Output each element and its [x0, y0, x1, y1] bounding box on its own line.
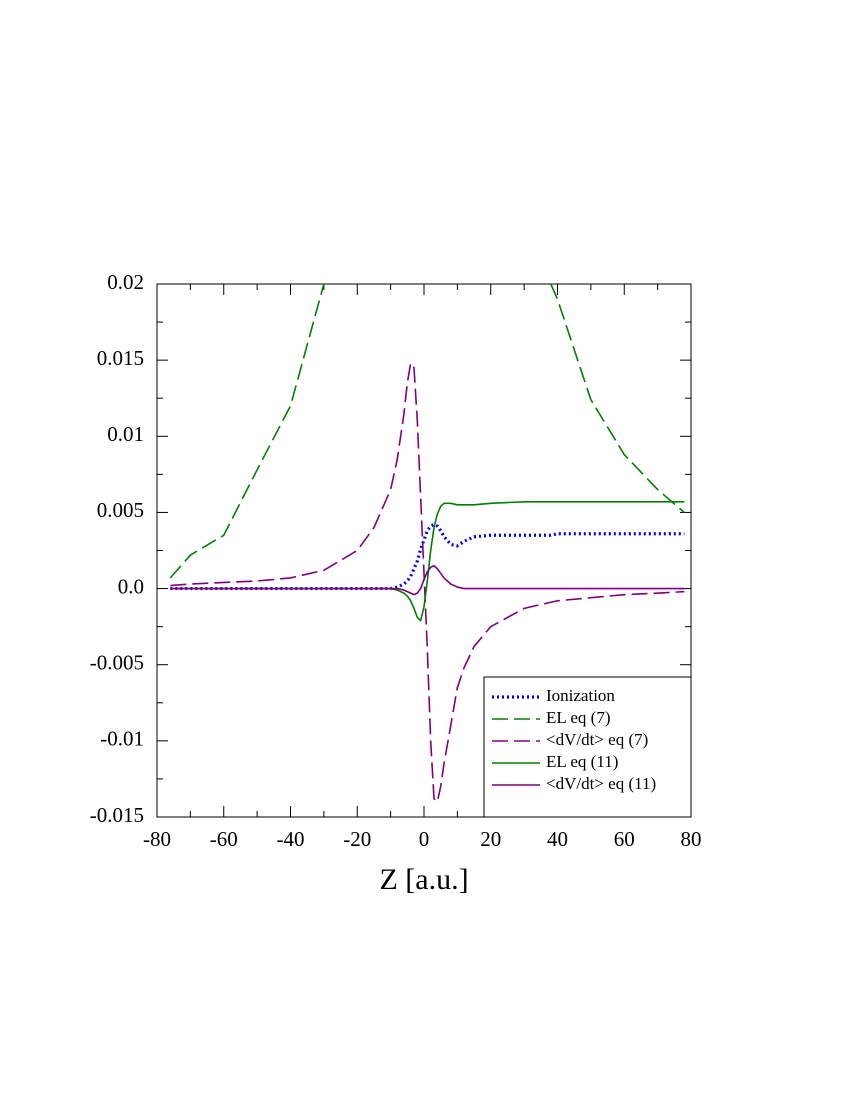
- legend-label: <dV/dt> eq (7): [546, 730, 648, 749]
- x-tick-label: -40: [277, 827, 305, 851]
- series-line: [169, 284, 685, 579]
- plot-area: [169, 284, 685, 803]
- legend-label: EL eq (11): [546, 752, 618, 771]
- plot-frame: [156, 283, 692, 818]
- x-tick-label: 40: [547, 827, 568, 851]
- x-axis-label: Z [a.u.]: [379, 863, 468, 896]
- y-tick-label: -0.01: [100, 727, 144, 751]
- y-tick-label: 0.0: [118, 574, 144, 598]
- series-line: [170, 500, 685, 622]
- x-tick-label: -20: [343, 827, 371, 851]
- y-tick-label: 0.015: [97, 346, 144, 370]
- y-tick-label: 0.02: [107, 270, 144, 294]
- series-line: [170, 362, 685, 803]
- x-tick-label: -80: [143, 827, 171, 851]
- legend-label: Ionization: [546, 686, 615, 705]
- legend-label: EL eq (7): [546, 708, 611, 727]
- y-tick-label: -0.015: [90, 803, 144, 827]
- y-tick-label: 0.005: [97, 498, 144, 522]
- x-tick-label: 60: [614, 827, 635, 851]
- series-line: [170, 564, 685, 596]
- y-tick-label: -0.005: [90, 651, 144, 675]
- legend-label: <dV/dt> eq (11): [546, 774, 656, 793]
- y-tick-label: 0.01: [107, 422, 144, 446]
- x-tick-label: 20: [480, 827, 501, 851]
- x-tick-label: 0: [419, 827, 430, 851]
- x-tick-label: 80: [681, 827, 702, 851]
- x-tick-label: -60: [210, 827, 238, 851]
- legend-box: [483, 676, 692, 818]
